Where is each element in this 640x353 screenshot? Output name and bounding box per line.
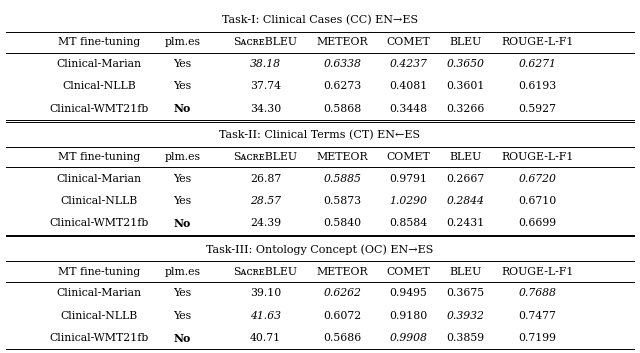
Text: Yes: Yes <box>173 196 191 206</box>
Text: Yes: Yes <box>173 311 191 321</box>
Text: plm.es: plm.es <box>164 37 200 47</box>
Text: 0.4237: 0.4237 <box>389 59 428 69</box>
Text: 0.6262: 0.6262 <box>323 288 362 299</box>
Text: BLEU: BLEU <box>449 152 481 162</box>
Text: 0.9908: 0.9908 <box>389 333 428 343</box>
Text: No: No <box>174 218 191 229</box>
Text: 0.7688: 0.7688 <box>518 288 557 299</box>
Text: 0.6273: 0.6273 <box>323 81 362 91</box>
Text: 34.30: 34.30 <box>250 104 281 114</box>
Text: Yes: Yes <box>173 59 191 69</box>
Text: 1.0290: 1.0290 <box>389 196 428 206</box>
Text: Clinical-Marian: Clinical-Marian <box>57 174 141 184</box>
Text: ROUGE-L-F1: ROUGE-L-F1 <box>501 152 574 162</box>
Text: Clinical-WMT21fb: Clinical-WMT21fb <box>49 333 149 343</box>
Text: 0.3650: 0.3650 <box>446 59 484 69</box>
Text: ROUGE-L-F1: ROUGE-L-F1 <box>501 267 574 277</box>
Text: 0.5868: 0.5868 <box>323 104 362 114</box>
Text: Clinical-Marian: Clinical-Marian <box>57 59 141 69</box>
Text: 38.18: 38.18 <box>250 59 281 69</box>
Text: SᴀᴄʀᴇBLEU: SᴀᴄʀᴇBLEU <box>234 37 298 47</box>
Text: Clinical-Marian: Clinical-Marian <box>57 288 141 299</box>
Text: SᴀᴄʀᴇBLEU: SᴀᴄʀᴇBLEU <box>234 152 298 162</box>
Text: 0.6271: 0.6271 <box>518 59 557 69</box>
Text: 40.71: 40.71 <box>250 333 281 343</box>
Text: 0.9495: 0.9495 <box>389 288 428 299</box>
Text: 0.6699: 0.6699 <box>518 219 557 228</box>
Text: 0.7477: 0.7477 <box>518 311 557 321</box>
Text: Task-III: Ontology Concept (OC) EN→ES: Task-III: Ontology Concept (OC) EN→ES <box>206 245 434 255</box>
Text: 0.5885: 0.5885 <box>323 174 362 184</box>
Text: plm.es: plm.es <box>164 152 200 162</box>
Text: 0.3675: 0.3675 <box>446 288 484 299</box>
Text: 26.87: 26.87 <box>250 174 281 184</box>
Text: COMET: COMET <box>387 152 430 162</box>
Text: 0.5927: 0.5927 <box>518 104 557 114</box>
Text: 0.9791: 0.9791 <box>389 174 428 184</box>
Text: Yes: Yes <box>173 288 191 299</box>
Text: 0.2431: 0.2431 <box>446 219 484 228</box>
Text: Yes: Yes <box>173 81 191 91</box>
Text: 0.5686: 0.5686 <box>323 333 362 343</box>
Text: Task-II: Clinical Terms (CT) EN←ES: Task-II: Clinical Terms (CT) EN←ES <box>220 130 420 140</box>
Text: 28.57: 28.57 <box>250 196 281 206</box>
Text: 0.2844: 0.2844 <box>446 196 484 206</box>
Text: ROUGE-L-F1: ROUGE-L-F1 <box>501 37 574 47</box>
Text: 0.8584: 0.8584 <box>389 219 428 228</box>
Text: 0.2667: 0.2667 <box>446 174 484 184</box>
Text: 0.3932: 0.3932 <box>446 311 484 321</box>
Text: BLEU: BLEU <box>449 37 481 47</box>
Text: METEOR: METEOR <box>317 267 368 277</box>
Text: 0.4081: 0.4081 <box>389 81 428 91</box>
Text: METEOR: METEOR <box>317 37 368 47</box>
Text: 0.5840: 0.5840 <box>323 219 362 228</box>
Text: METEOR: METEOR <box>317 152 368 162</box>
Text: 0.3266: 0.3266 <box>446 104 484 114</box>
Text: Clinical-NLLB: Clinical-NLLB <box>61 196 138 206</box>
Text: 37.74: 37.74 <box>250 81 281 91</box>
Text: MT fine-tuning: MT fine-tuning <box>58 37 140 47</box>
Text: 41.63: 41.63 <box>250 311 281 321</box>
Text: Clinical-NLLB: Clinical-NLLB <box>61 311 138 321</box>
Text: MT fine-tuning: MT fine-tuning <box>58 152 140 162</box>
Text: 0.6193: 0.6193 <box>518 81 557 91</box>
Text: COMET: COMET <box>387 267 430 277</box>
Text: 0.3601: 0.3601 <box>446 81 484 91</box>
Text: COMET: COMET <box>387 37 430 47</box>
Text: 0.7199: 0.7199 <box>518 333 557 343</box>
Text: 0.6338: 0.6338 <box>323 59 362 69</box>
Text: Task-I: Clinical Cases (CC) EN→ES: Task-I: Clinical Cases (CC) EN→ES <box>222 15 418 25</box>
Text: 0.6072: 0.6072 <box>323 311 362 321</box>
Text: Yes: Yes <box>173 174 191 184</box>
Text: 39.10: 39.10 <box>250 288 281 299</box>
Text: 0.3859: 0.3859 <box>446 333 484 343</box>
Text: plm.es: plm.es <box>164 267 200 277</box>
Text: 24.39: 24.39 <box>250 219 281 228</box>
Text: No: No <box>174 333 191 344</box>
Text: 0.5873: 0.5873 <box>323 196 362 206</box>
Text: Clinical-WMT21fb: Clinical-WMT21fb <box>49 219 149 228</box>
Text: Clinical-WMT21fb: Clinical-WMT21fb <box>49 104 149 114</box>
Text: 0.9180: 0.9180 <box>389 311 428 321</box>
Text: No: No <box>174 103 191 114</box>
Text: Clnical-NLLB: Clnical-NLLB <box>62 81 136 91</box>
Text: 0.3448: 0.3448 <box>389 104 428 114</box>
Text: 0.6710: 0.6710 <box>518 196 557 206</box>
Text: SᴀᴄʀᴇBLEU: SᴀᴄʀᴇBLEU <box>234 267 298 277</box>
Text: MT fine-tuning: MT fine-tuning <box>58 267 140 277</box>
Text: 0.6720: 0.6720 <box>518 174 557 184</box>
Text: BLEU: BLEU <box>449 267 481 277</box>
